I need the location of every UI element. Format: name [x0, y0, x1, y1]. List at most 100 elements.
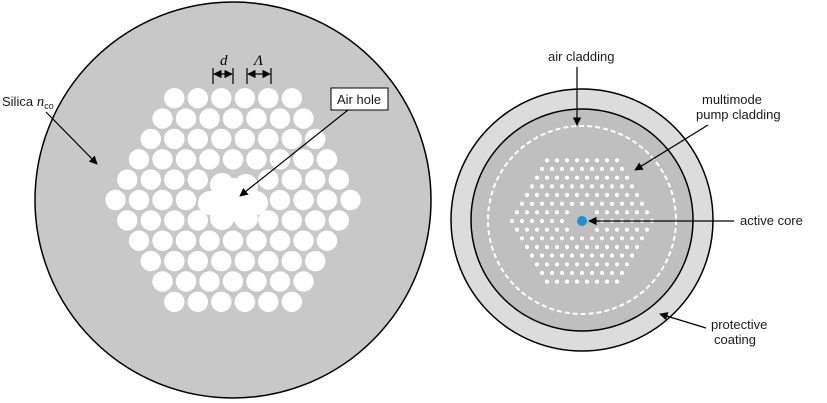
air-hole: [574, 244, 580, 250]
air-hole: [594, 210, 600, 215]
air-hole: [534, 244, 540, 250]
air-hole: [524, 192, 530, 198]
air-hole: [269, 189, 291, 211]
air-hole: [187, 169, 208, 190]
air-hole: [619, 270, 625, 276]
air-hole: [579, 201, 585, 206]
air-hole: [514, 210, 520, 215]
air-hole: [140, 128, 161, 150]
air-hole: [534, 262, 540, 267]
air-hole: [175, 271, 197, 292]
air-hole: [554, 175, 560, 180]
air-hole-lattice: [105, 88, 361, 312]
air-hole: [514, 227, 520, 232]
air-hole: [234, 291, 255, 312]
air-hole: [246, 230, 267, 251]
air-hole: [614, 158, 620, 163]
air-hole: [152, 108, 173, 129]
air-hole: [609, 270, 615, 276]
air-hole: [554, 244, 560, 250]
air-hole: [609, 236, 615, 241]
air-hole: [199, 149, 220, 170]
air-hole: [117, 169, 138, 190]
air-hole: [281, 169, 302, 190]
air-hole: [564, 210, 570, 215]
air-hole: [609, 253, 615, 258]
inner-air-hole-lattice: [509, 158, 655, 284]
air-hole: [554, 158, 560, 163]
air-hole: [594, 279, 600, 284]
air-hole-pointer: [239, 109, 349, 197]
dimension-pitch: Λ: [246, 53, 272, 84]
air-hole: [539, 201, 545, 206]
air-hole: [584, 262, 590, 267]
air-hole: [293, 108, 314, 129]
air-hole: [281, 210, 302, 231]
air-hole: [187, 88, 208, 109]
air-hole: [534, 210, 540, 215]
air-hole: [305, 250, 326, 272]
label-pitch: Λ: [252, 53, 263, 69]
air-hole: [604, 175, 610, 180]
air-hole: [629, 184, 635, 189]
air-hole: [629, 253, 635, 258]
air-hole: [258, 169, 279, 190]
air-hole: [564, 279, 570, 284]
air-hole: [594, 192, 600, 198]
air-hole: [539, 236, 545, 241]
air-hole: [164, 291, 185, 312]
air-hole: [579, 184, 585, 189]
air-hole: [589, 253, 595, 258]
air-hole: [549, 218, 555, 224]
air-hole: [293, 271, 314, 292]
air-hole: [316, 149, 338, 170]
air-hole: [549, 253, 555, 258]
air-hole: [554, 227, 560, 232]
pump-cladding-pointer: [634, 124, 709, 171]
air-hole: [604, 192, 610, 198]
air-hole: [519, 218, 525, 224]
air-hole: [128, 230, 150, 251]
air-hole: [258, 128, 279, 150]
air-hole: [258, 250, 279, 272]
air-hole: [524, 227, 530, 232]
air-hole: [594, 158, 600, 163]
air-hole: [128, 189, 150, 211]
air-hole: [634, 210, 640, 215]
air-hole: [175, 108, 197, 129]
air-hole: [544, 210, 550, 215]
air-hole: [305, 210, 326, 231]
air-hole: [599, 201, 605, 206]
air-hole: [258, 210, 279, 231]
air-hole: [629, 201, 635, 206]
air-hole: [634, 192, 640, 198]
air-hole: [554, 262, 560, 267]
air-hole: [164, 128, 185, 150]
air-hole: [564, 175, 570, 180]
air-hole: [554, 279, 560, 284]
air-hole: [559, 236, 565, 241]
air-hole: [529, 201, 535, 206]
air-hole: [544, 175, 550, 180]
silica-pointer: [45, 111, 98, 165]
air-hole: [544, 192, 550, 198]
label-silica: Silica nco: [2, 94, 54, 111]
air-cladding-ring: [487, 125, 677, 315]
air-hole: [589, 184, 595, 189]
air-hole: [175, 149, 197, 170]
air-hole: [609, 166, 615, 172]
air-hole: [559, 270, 565, 276]
air-hole: [619, 166, 625, 172]
air-hole: [529, 253, 535, 258]
air-hole: [539, 270, 545, 276]
air-hole: [639, 201, 645, 206]
air-hole: [222, 108, 244, 129]
air-hole: [624, 244, 630, 250]
air-hole: [199, 271, 220, 292]
air-hole: [187, 291, 208, 312]
air-hole: [584, 175, 590, 180]
air-hole: [614, 262, 620, 267]
air-hole: [316, 230, 338, 251]
air-hole-label: Air hole: [330, 87, 389, 111]
